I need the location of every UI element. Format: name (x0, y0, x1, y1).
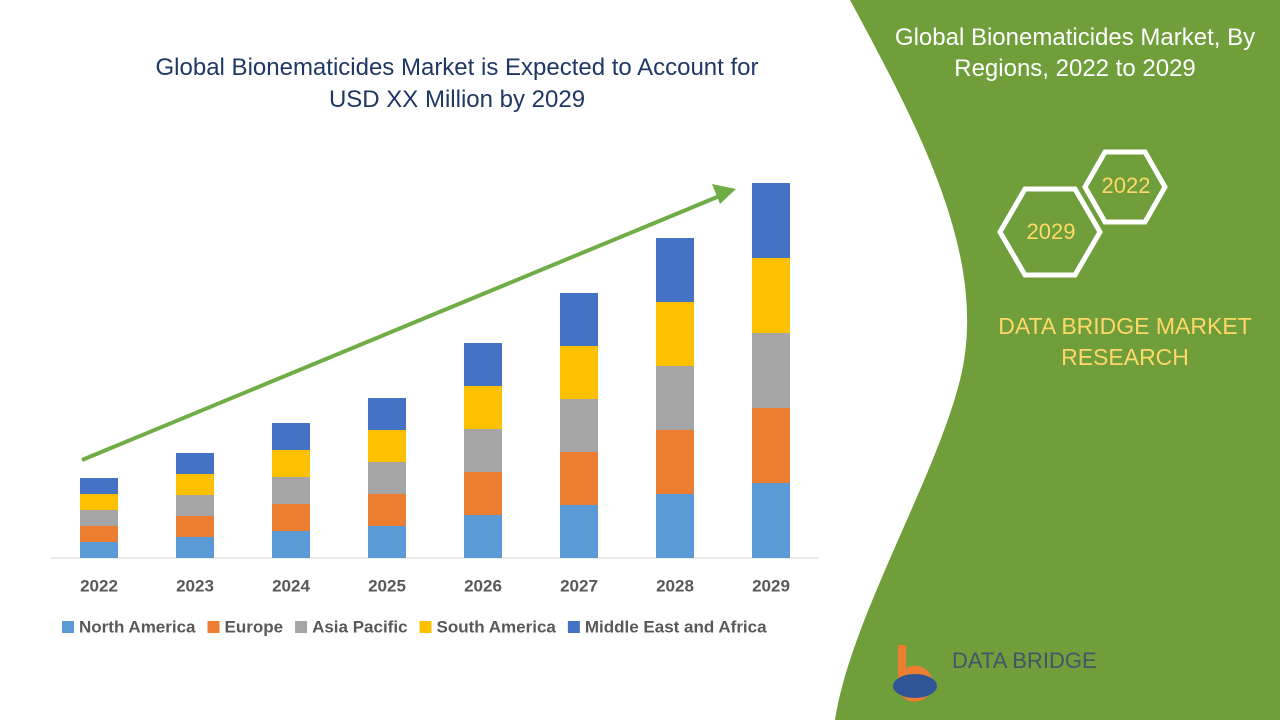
legend-swatch (62, 621, 74, 633)
bar-segment (656, 238, 694, 302)
bar-segment (560, 452, 598, 505)
bar-segment (752, 408, 790, 483)
bar-segment (464, 515, 502, 558)
x-tick-label: 2024 (272, 576, 310, 595)
logo: DATA BRIDGE (893, 645, 1097, 702)
bar-segment (176, 474, 214, 495)
legend-label: Europe (225, 617, 284, 636)
hex-label: 2022 (1102, 173, 1151, 198)
hexagon (1082, 149, 1168, 225)
x-tick-label: 2026 (464, 576, 502, 595)
hex-label: 2029 (1027, 219, 1076, 244)
bar-segment (752, 333, 790, 408)
bar-segment (80, 478, 118, 494)
legend-swatch (419, 621, 432, 633)
legend-swatch (567, 621, 580, 633)
x-tick-label: 2028 (656, 576, 694, 595)
bar-segment (176, 495, 214, 516)
legend-label: North America (79, 617, 196, 636)
bar-segment (176, 516, 214, 537)
bar-segment (752, 183, 790, 258)
side-panel (835, 0, 1280, 720)
x-tick-label: 2029 (752, 576, 790, 595)
bar-segment (464, 386, 502, 429)
bar-segment (80, 510, 118, 526)
legend-swatch (295, 621, 308, 633)
bar-segment (80, 494, 118, 510)
bar-segment (272, 450, 310, 477)
arrow-head (712, 184, 736, 204)
legend-swatch (207, 621, 220, 633)
legend-label: South America (437, 617, 557, 636)
bar-segment (464, 472, 502, 515)
bar-segment (656, 366, 694, 430)
bar-segment (272, 477, 310, 504)
x-tick-label: 2027 (560, 576, 598, 595)
x-tick-label: 2022 (80, 576, 118, 595)
bar-segment (80, 542, 118, 558)
bar-segment (656, 302, 694, 366)
panel-title: Global Bionematicides Market, By Regions… (894, 24, 1256, 82)
bar-segment (176, 537, 214, 558)
bar-segment (368, 430, 406, 462)
x-tick-label: 2023 (176, 576, 214, 595)
bar-segment (560, 346, 598, 399)
bar-segment (80, 526, 118, 542)
chart-title: Global Bionematicides Market is Expected… (155, 54, 759, 113)
bar-segment (272, 531, 310, 558)
bar-segment (560, 399, 598, 452)
bar-segment (560, 505, 598, 558)
legend-label: Asia Pacific (312, 617, 407, 636)
bar-segment (368, 398, 406, 430)
bar-segment (176, 453, 214, 474)
trend-arrow (81, 193, 723, 462)
legend-label: Middle East and Africa (585, 617, 767, 636)
bar-segment (464, 429, 502, 472)
brand: DATA BRIDGE MARKET RESEARCH (998, 313, 1252, 370)
bar-segment (272, 504, 310, 531)
bar-segment (752, 258, 790, 333)
bar-segment (656, 430, 694, 494)
hexagon (997, 186, 1103, 278)
bar-segment (560, 293, 598, 346)
bar-segment (368, 526, 406, 558)
bar-segment (464, 343, 502, 386)
bar-segment (272, 423, 310, 450)
logo-text: DATA BRIDGE (952, 648, 1097, 673)
bar-segment (656, 494, 694, 558)
bar-segment (368, 462, 406, 494)
bar-segment (368, 494, 406, 526)
x-tick-label: 2025 (368, 576, 406, 595)
logo-mark (893, 674, 937, 698)
bar-segment (752, 483, 790, 558)
